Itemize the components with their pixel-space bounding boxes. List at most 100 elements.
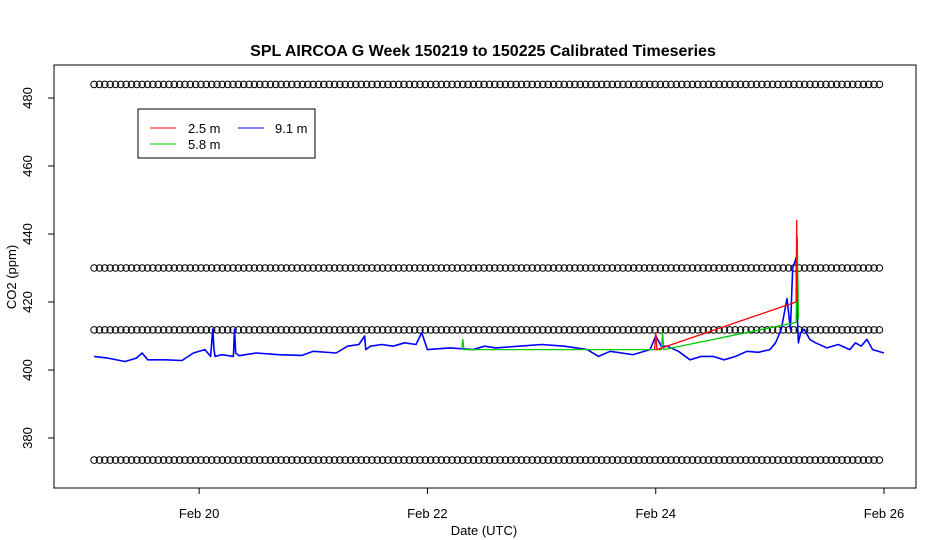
x-axis-label: Date (UTC) <box>451 523 517 538</box>
marker-point <box>565 456 574 464</box>
marker-point <box>544 264 552 272</box>
marker-point <box>512 80 520 89</box>
marker-point <box>138 80 147 89</box>
marker-point <box>271 326 280 334</box>
marker-point <box>677 80 686 89</box>
series-lines <box>94 219 885 363</box>
marker-point <box>378 80 387 89</box>
marker-point <box>287 456 296 464</box>
marker-point <box>603 80 611 89</box>
marker-point <box>645 80 654 89</box>
marker-point <box>181 264 189 272</box>
marker-point <box>133 80 141 89</box>
marker-point <box>784 326 793 334</box>
marker-point <box>410 326 419 334</box>
marker-point <box>416 264 424 272</box>
marker-point <box>859 326 868 334</box>
marker-point <box>346 326 355 334</box>
marker-point <box>517 326 526 334</box>
marker-point <box>213 80 221 89</box>
marker-point <box>651 456 659 464</box>
marker-point <box>469 326 478 334</box>
marker-point <box>683 326 691 334</box>
marker-point <box>352 264 360 272</box>
marker-point <box>287 326 296 334</box>
marker-point <box>709 326 718 334</box>
marker-point <box>544 326 552 334</box>
marker-point <box>181 456 189 464</box>
marker-point <box>437 456 446 464</box>
marker-point <box>346 456 355 464</box>
marker-point <box>261 80 269 89</box>
marker-point <box>571 456 579 464</box>
marker-point <box>442 326 451 334</box>
marker-point <box>336 456 344 464</box>
marker-point <box>838 264 846 272</box>
marker-point <box>154 80 163 89</box>
marker-point <box>362 80 371 89</box>
marker-point <box>544 80 552 89</box>
marker-point <box>181 326 189 334</box>
marker-point <box>667 264 675 272</box>
marker-point <box>843 326 852 334</box>
marker-point <box>870 80 878 89</box>
marker-point <box>448 80 456 89</box>
marker-point <box>875 326 884 334</box>
marker-point <box>165 264 173 272</box>
y-tick-label: 400 <box>20 359 35 381</box>
marker-point <box>448 264 456 272</box>
marker-point <box>239 80 248 89</box>
marker-point <box>597 326 606 334</box>
marker-point <box>539 456 547 464</box>
marker-point <box>854 80 862 89</box>
marker-point <box>373 80 382 89</box>
marker-point <box>667 80 675 89</box>
marker-point <box>293 264 301 272</box>
marker-point <box>384 456 392 464</box>
marker-point <box>448 456 456 464</box>
marker-point <box>635 264 643 272</box>
series-line-9-1-m <box>94 256 885 363</box>
marker-point <box>255 456 264 464</box>
marker-point <box>341 326 350 334</box>
marker-point <box>587 80 595 89</box>
marker-point <box>859 80 868 89</box>
marker-point <box>640 456 649 464</box>
marker-point <box>207 456 216 464</box>
marker-point <box>779 264 788 272</box>
marker-point <box>506 456 515 464</box>
marker-point <box>384 80 392 89</box>
marker-point <box>651 80 659 89</box>
marker-point <box>271 264 280 272</box>
marker-point <box>309 264 317 272</box>
marker-point <box>453 80 462 89</box>
marker-point <box>640 264 649 272</box>
marker-point <box>373 264 382 272</box>
marker-point <box>458 456 467 464</box>
marker-point <box>384 264 392 272</box>
marker-point <box>571 326 579 334</box>
marker-point <box>90 456 98 464</box>
marker-point <box>373 326 382 334</box>
legend-box <box>137 108 316 159</box>
marker-point <box>683 456 691 464</box>
marker-point <box>474 264 483 272</box>
marker-point <box>133 264 141 272</box>
marker-point <box>320 326 328 334</box>
marker-point <box>389 264 398 272</box>
marker-point <box>726 326 734 334</box>
x-tick-label: Feb 26 <box>864 506 904 521</box>
series-line-2-5-m <box>653 219 798 351</box>
marker-point <box>234 80 243 89</box>
marker-point <box>864 80 873 89</box>
marker-point <box>549 326 558 334</box>
marker-point <box>245 456 253 464</box>
marker-point <box>191 326 200 334</box>
marker-point <box>170 326 179 334</box>
marker-point <box>688 264 697 272</box>
marker-point <box>806 80 814 89</box>
marker-point <box>223 264 232 272</box>
marker-point <box>223 456 232 464</box>
x-axis: Feb 20 Feb 22 Feb 24 Feb 26 <box>179 488 904 521</box>
marker-point <box>378 456 387 464</box>
